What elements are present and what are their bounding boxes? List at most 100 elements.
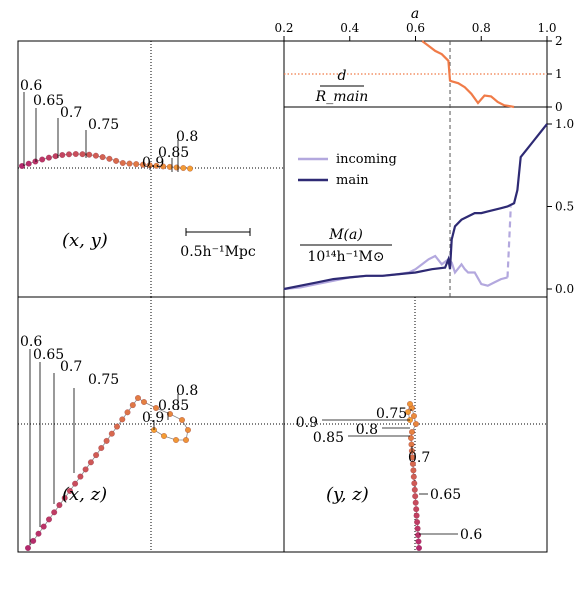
xz-orbit-point — [113, 423, 120, 430]
xz-annotation-label: 0.75 — [88, 372, 119, 388]
xz-orbit-point — [182, 437, 189, 444]
yz-annotation-label: 0.7 — [408, 450, 430, 466]
separation-y-tick-label: 2 — [555, 34, 563, 48]
xz-annotation-label: 0.9 — [142, 410, 164, 426]
xz-orbit-point — [25, 545, 32, 552]
xy-orbit-point — [173, 164, 180, 171]
separation-y-tick-label: 0 — [555, 100, 563, 114]
xy-orbit-point — [72, 150, 79, 157]
yz-orbit-point — [408, 441, 415, 448]
top-axis-tick-label: 0.8 — [472, 21, 491, 35]
xy-orbit-point — [32, 158, 39, 165]
yz-orbit-point — [416, 545, 423, 552]
xz-orbit-point — [103, 437, 110, 444]
xy-orbit-point — [99, 154, 106, 161]
xy-orbit-point — [153, 162, 160, 169]
separation-panel: 0 1 2 — [284, 34, 563, 297]
xy-annotation-label: 0.85 — [158, 145, 189, 161]
xz-orbit-point — [51, 509, 58, 516]
yz-orbit-point — [405, 409, 412, 416]
xz-orbit-point — [40, 523, 47, 530]
xz-orbit-point — [98, 445, 105, 452]
xz-orbit-point — [35, 530, 42, 537]
yz-orbit-point — [409, 429, 416, 436]
xz-orbit-point — [82, 466, 89, 473]
yz-orbit-point — [411, 480, 418, 487]
xz-orbit-point — [87, 459, 94, 466]
yz-orbit-point — [414, 525, 421, 532]
xz-orbit-point — [140, 399, 147, 406]
mass-y-tick-label: 0.0 — [555, 282, 574, 296]
xz-orbit-point — [134, 395, 141, 402]
mass-label-numerator: M(a) — [328, 227, 363, 243]
mass-label-denominator: 10¹⁴h⁻¹M⊙ — [307, 249, 384, 265]
xz-orbit-point — [56, 502, 63, 509]
xz-annotation-label: 0.8 — [176, 383, 198, 399]
xz-orbit-point — [166, 411, 173, 418]
separation-y-tick-label: 1 — [555, 67, 563, 81]
xy-annotation-label: 0.6 — [20, 78, 42, 94]
yz-annotation-label: 0.75 — [376, 406, 407, 422]
xz-orbit-point — [72, 480, 79, 487]
xz-orbit-point — [178, 417, 185, 424]
xz-orbit-point — [108, 430, 115, 437]
xy-orbit-point — [79, 151, 86, 158]
xz-annotation-label: 0.6 — [20, 334, 42, 350]
xz-annotation-label: 0.65 — [33, 347, 64, 363]
yz-orbit-point — [412, 499, 419, 506]
top-axis-label: a — [411, 6, 419, 22]
xz-panel: 0.60.650.7 0.75 0.90.850.8 — [18, 297, 284, 552]
legend-incoming-label: incoming — [336, 152, 397, 167]
mass-panel: 0.0 0.5 1.0 — [283, 117, 574, 296]
xy-orbit-point — [39, 156, 46, 163]
xy-annotation-label: 0.9 — [142, 155, 164, 171]
xz-orbit-point — [61, 495, 68, 502]
yz-orbit-point — [413, 512, 420, 519]
xy-orbit-point — [186, 165, 193, 172]
xy-annotation-label: 0.75 — [88, 117, 119, 133]
xy-annotation-label: 0.8 — [176, 129, 198, 145]
xy-orbit-point — [139, 161, 146, 168]
yz-orbit-point — [409, 460, 416, 467]
xz-orbit-point — [93, 452, 100, 459]
yz-annotation-label: 0.9 — [296, 415, 318, 431]
xy-annotation-label: 0.65 — [33, 93, 64, 109]
top-axis-tick-label: 0.6 — [406, 21, 425, 35]
xy-orbit-point — [166, 163, 173, 170]
yz-orbit-point — [414, 519, 421, 526]
xy-orbit-point — [86, 151, 93, 158]
top-axis-ticks: 0.2 0.4 0.6 0.8 1.0 — [274, 21, 557, 41]
xy-orbit-point — [119, 159, 126, 166]
yz-annotation-label: 0.8 — [356, 422, 378, 438]
yz-panel: 0.9 0.750.8 0.85 0.7 0.65 0.6 — [284, 297, 547, 552]
yz-orbit-point — [410, 473, 417, 480]
yz-orbit-point — [413, 506, 420, 513]
xz-panel-label: (x, z) — [62, 484, 107, 505]
separation-label-numerator: d — [338, 68, 347, 84]
xz-annotation-label: 0.85 — [158, 398, 189, 414]
yz-annotation-label: 0.65 — [430, 487, 461, 503]
xy-panel: 0.60.650.7 0.75 0.90.850.8 — [18, 41, 284, 297]
xy-orbit-point — [92, 152, 99, 159]
xz-annotation-label: 0.7 — [60, 359, 82, 375]
xz-orbit-point — [30, 537, 37, 544]
yz-orbit-point — [410, 467, 417, 474]
xy-orbit-point — [25, 160, 32, 167]
xz-orbit-point — [160, 433, 167, 440]
yz-orbit-point — [407, 401, 414, 408]
top-axis-tick-label: 0.2 — [274, 21, 293, 35]
yz-orbit-point — [411, 413, 418, 420]
yz-orbit-point — [415, 532, 422, 539]
separation-series-line — [421, 40, 515, 109]
xy-orbit-point — [65, 151, 72, 158]
yz-panel-label: (y, z) — [326, 484, 369, 505]
scale-bar-label: 0.5h⁻¹Mpc — [180, 244, 256, 260]
yz-orbit-point — [412, 493, 419, 500]
xy-orbit-point — [160, 163, 167, 170]
mass-y-tick-label: 1.0 — [555, 117, 574, 131]
xy-orbit-point — [59, 151, 66, 158]
xy-orbit-point — [106, 155, 113, 162]
xy-annotation-label: 0.7 — [60, 105, 82, 121]
mass-series-incoming-dashed — [506, 206, 512, 278]
